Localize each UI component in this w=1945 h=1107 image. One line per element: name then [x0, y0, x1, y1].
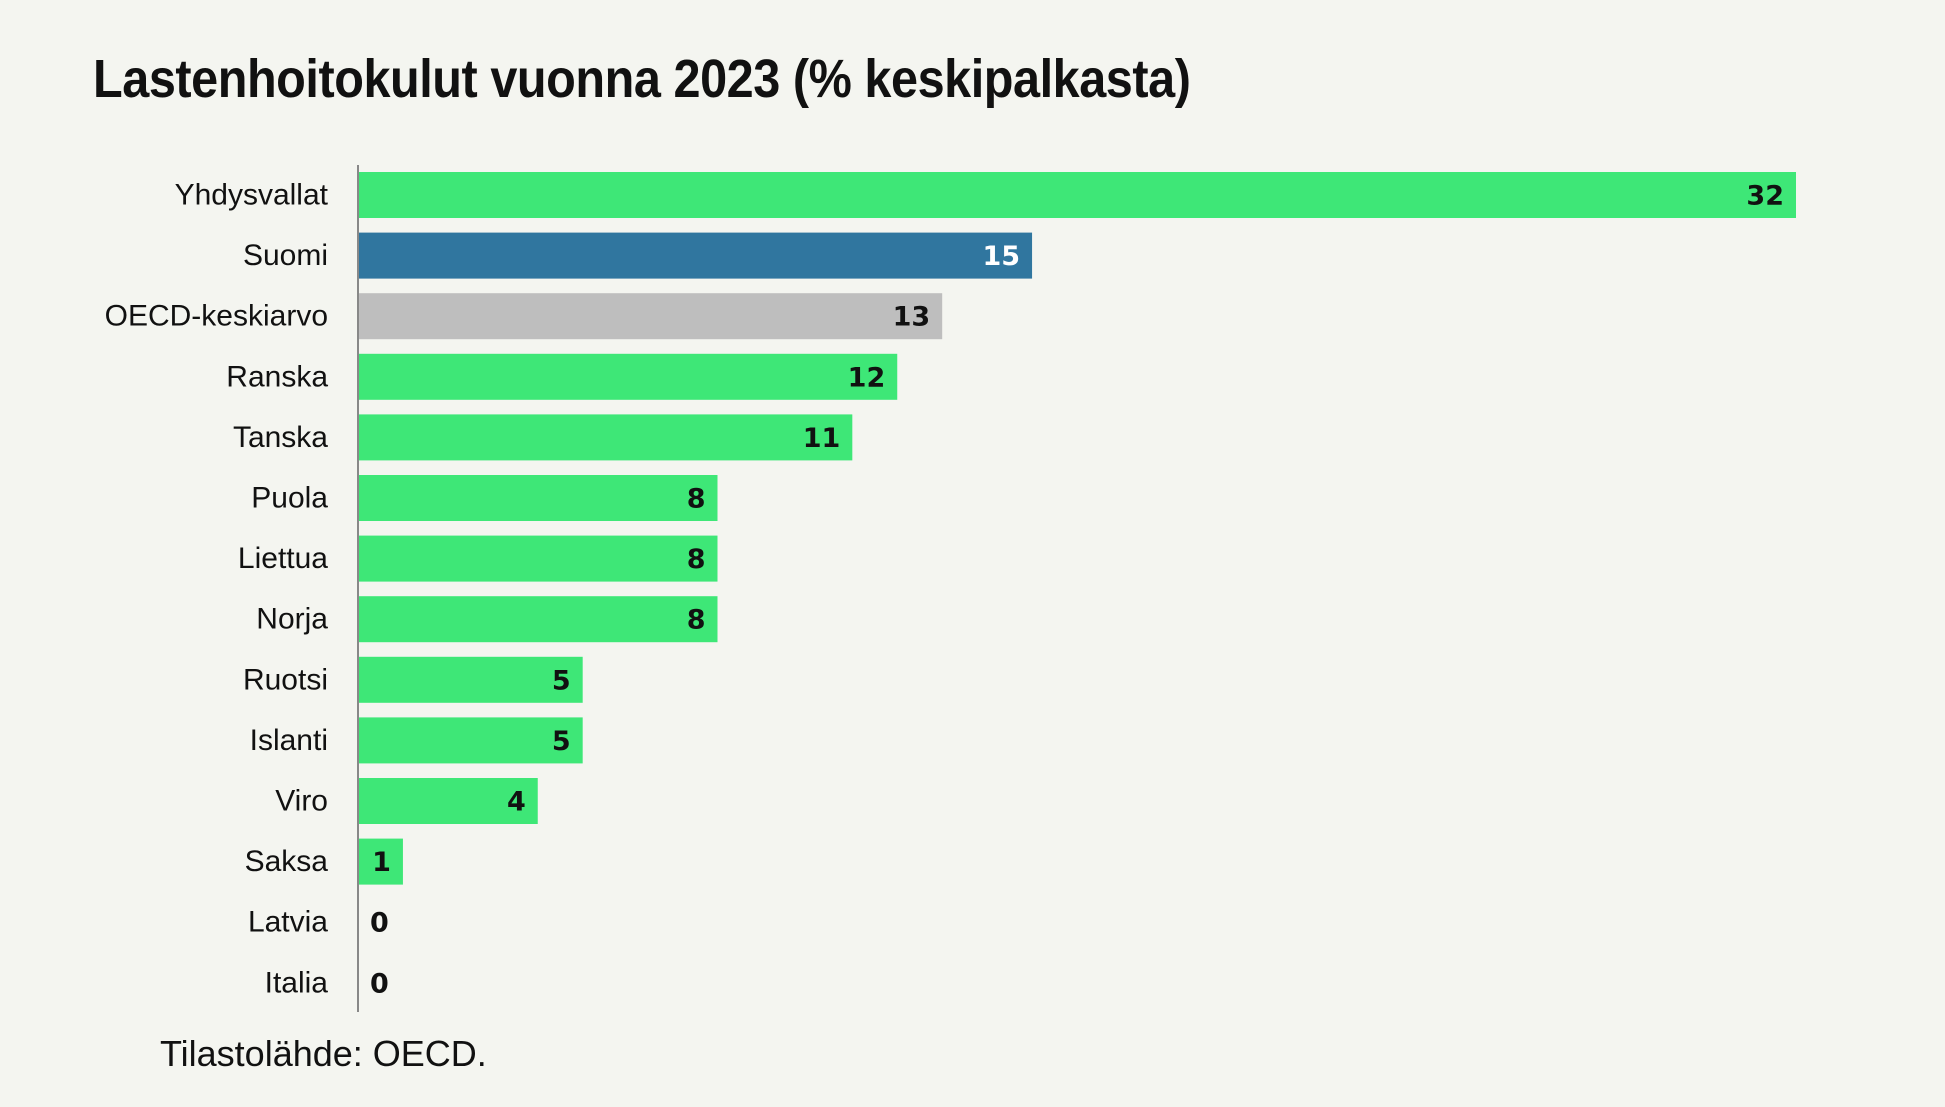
- category-label-latvia: Latvia: [248, 906, 328, 939]
- bar-ruotsi: [358, 656, 583, 703]
- value-label-suomi: 15: [982, 241, 1020, 272]
- category-label-suomi: Suomi: [243, 239, 328, 272]
- category-label-puola: Puola: [251, 482, 328, 515]
- category-labels: Yhdysvallat Suomi OECD-keskiarvo Ranska Tans…: [105, 179, 329, 1000]
- bar-viro: [358, 778, 538, 824]
- category-label-italia: Italia: [265, 966, 329, 999]
- bar-suomi: [358, 232, 1033, 279]
- value-label-tanska: 11: [803, 423, 841, 454]
- value-label-saksa: 1: [372, 847, 391, 878]
- value-label-islanti: 5: [552, 726, 571, 757]
- category-label-liettua: Liettua: [238, 542, 328, 575]
- bar-islanti: [358, 717, 583, 764]
- category-label-yhdysvallat: Yhdysvallat: [175, 179, 329, 212]
- bar-tanska: [358, 414, 853, 461]
- category-label-viro: Viro: [275, 785, 328, 818]
- category-label-tanska: Tanska: [233, 421, 328, 454]
- value-label-norja: 8: [687, 605, 706, 636]
- bar-norja: [358, 596, 718, 643]
- bar-liettua: [358, 535, 718, 582]
- bar-oecd-keskiarvo: [358, 293, 943, 340]
- value-label-ranska: 12: [848, 362, 886, 393]
- category-label-islanti: Islanti: [250, 724, 328, 757]
- value-label-puola: 8: [687, 484, 706, 515]
- bar-ranska: [358, 353, 898, 400]
- bar-puola: [358, 475, 718, 521]
- value-label-latvia: 0: [370, 908, 389, 939]
- category-label-oecd-keskiarvo: OECD-keskiarvo: [105, 300, 328, 333]
- value-label-yhdysvallat: 32: [1746, 181, 1784, 212]
- category-label-saksa: Saksa: [245, 845, 329, 878]
- value-label-oecd-keskiarvo: 13: [893, 302, 931, 333]
- bar-yhdysvallat: [358, 172, 1796, 218]
- bars: [358, 172, 1796, 885]
- value-label-italia: 0: [370, 968, 389, 999]
- value-label-liettua: 8: [687, 544, 706, 575]
- category-label-ruotsi: Ruotsi: [243, 663, 328, 696]
- chart-title: Lastenhoitokulut vuonna 2023 (% keskipal…: [93, 49, 1191, 109]
- bar-saksa: [358, 838, 403, 885]
- source-note: Tilastolähde: OECD.: [160, 1033, 487, 1074]
- value-label-viro: 4: [507, 787, 526, 818]
- value-label-ruotsi: 5: [552, 665, 571, 696]
- category-label-norja: Norja: [256, 603, 328, 636]
- category-label-ranska: Ranska: [226, 360, 328, 393]
